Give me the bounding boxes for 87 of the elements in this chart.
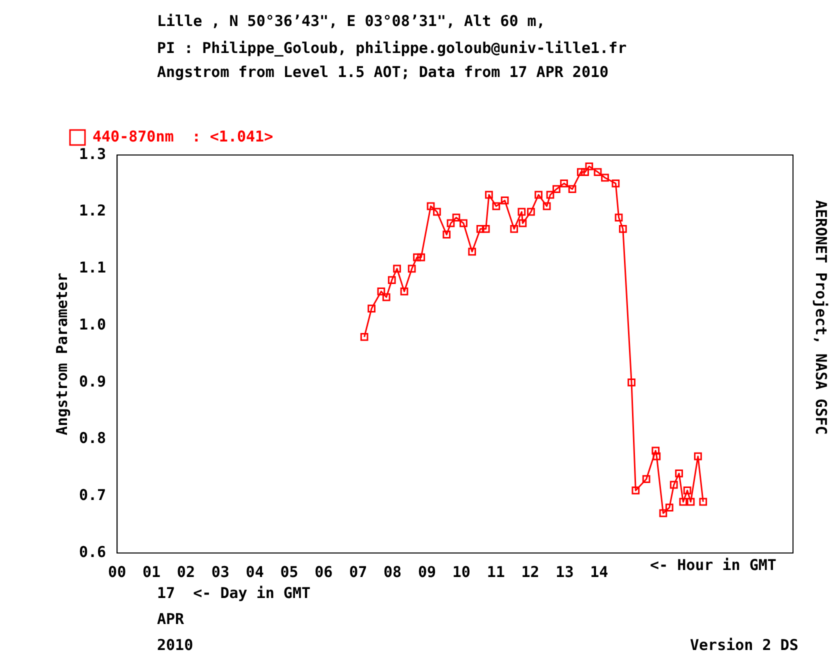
point — [400, 288, 408, 296]
point — [500, 196, 509, 204]
point — [482, 224, 490, 233]
y-tick-label: 0.8 — [79, 429, 106, 448]
x-tick-label: 14 — [590, 562, 608, 581]
x-tick-label: 07 — [349, 562, 368, 581]
point — [534, 190, 542, 199]
y-tick-label: 1.0 — [79, 315, 106, 334]
x-tick-label: 11 — [486, 562, 505, 581]
point — [585, 162, 594, 170]
text: 2010 — [157, 636, 194, 654]
x-axis-title: <- Hour in GMT — [650, 556, 776, 574]
point — [632, 486, 640, 494]
point — [388, 276, 396, 284]
point — [568, 185, 576, 194]
point — [652, 452, 661, 460]
point — [510, 224, 518, 233]
text: 17 <- Day in GMT — [157, 584, 311, 602]
x-tick-label: 13 — [556, 562, 574, 581]
point — [546, 190, 554, 199]
point — [368, 304, 376, 312]
point — [694, 452, 702, 460]
chart-title: Lille , N 50°36’43", E 03°08’31", Alt 60 m, — [157, 12, 546, 30]
point — [628, 378, 636, 386]
y-tick-label: 0.9 — [79, 372, 106, 390]
y-tick-label: 0.6 — [79, 542, 106, 561]
point — [485, 190, 493, 199]
point — [581, 168, 589, 176]
text: Version 2 DS — [690, 636, 798, 654]
point — [686, 498, 695, 506]
point — [612, 179, 620, 188]
point — [675, 469, 683, 478]
x-tick-label: 00 — [108, 562, 126, 581]
point — [433, 208, 441, 216]
x-tick-label: 05 — [280, 562, 298, 581]
y-axis-title: Angstrom Parameter — [52, 272, 71, 436]
point — [552, 185, 560, 194]
point — [699, 498, 708, 506]
point — [452, 214, 460, 222]
point — [460, 219, 468, 228]
point — [377, 288, 386, 296]
point — [442, 230, 451, 239]
x-tick-label: 12 — [521, 562, 540, 581]
point — [652, 446, 660, 455]
x-tick-label: 01 — [142, 562, 161, 581]
point — [518, 208, 526, 216]
text: APR — [157, 610, 184, 628]
point — [360, 333, 368, 341]
point — [426, 202, 435, 210]
x-tick-label: 06 — [314, 562, 333, 581]
y-tick-label: 1.3 — [79, 144, 106, 163]
point — [542, 202, 551, 210]
x-tick-label: 03 — [211, 562, 230, 581]
point — [659, 509, 668, 518]
point — [642, 475, 650, 484]
point — [679, 498, 688, 506]
point — [683, 486, 692, 494]
point — [408, 264, 416, 273]
point — [393, 264, 401, 273]
point — [468, 248, 476, 256]
x-tick-label: 08 — [384, 562, 402, 581]
point — [576, 168, 585, 176]
point — [382, 293, 390, 302]
x-tick-label: 10 — [452, 562, 470, 581]
point — [518, 219, 527, 228]
text: AERONET Project, NASA GSFC — [812, 200, 830, 435]
point — [527, 208, 535, 216]
x-tick-label: 04 — [246, 562, 264, 581]
y-tick-label: 0.7 — [79, 486, 106, 504]
x-tick-label: 09 — [418, 562, 436, 581]
point — [446, 219, 455, 228]
point — [601, 174, 609, 182]
y-tick-label: 1.2 — [79, 202, 106, 220]
legend-label: 440-870nm : <1.041> — [92, 127, 274, 146]
point — [594, 168, 602, 176]
point — [614, 214, 623, 222]
point — [560, 179, 568, 188]
point — [476, 224, 484, 233]
point — [670, 480, 678, 489]
chart-subtitle: PI : Philippe_Goloub, philippe.goloub@univ-lille1.fr Angstrom from Level 1.5 AOT; Data from 17 APR 2010 — [157, 38, 627, 83]
y-tick-label: 1.1 — [79, 258, 106, 277]
point — [417, 253, 426, 262]
point — [665, 504, 674, 512]
point — [413, 253, 421, 262]
x-tick-label: 02 — [176, 562, 195, 581]
point — [618, 224, 627, 233]
point — [492, 202, 500, 210]
